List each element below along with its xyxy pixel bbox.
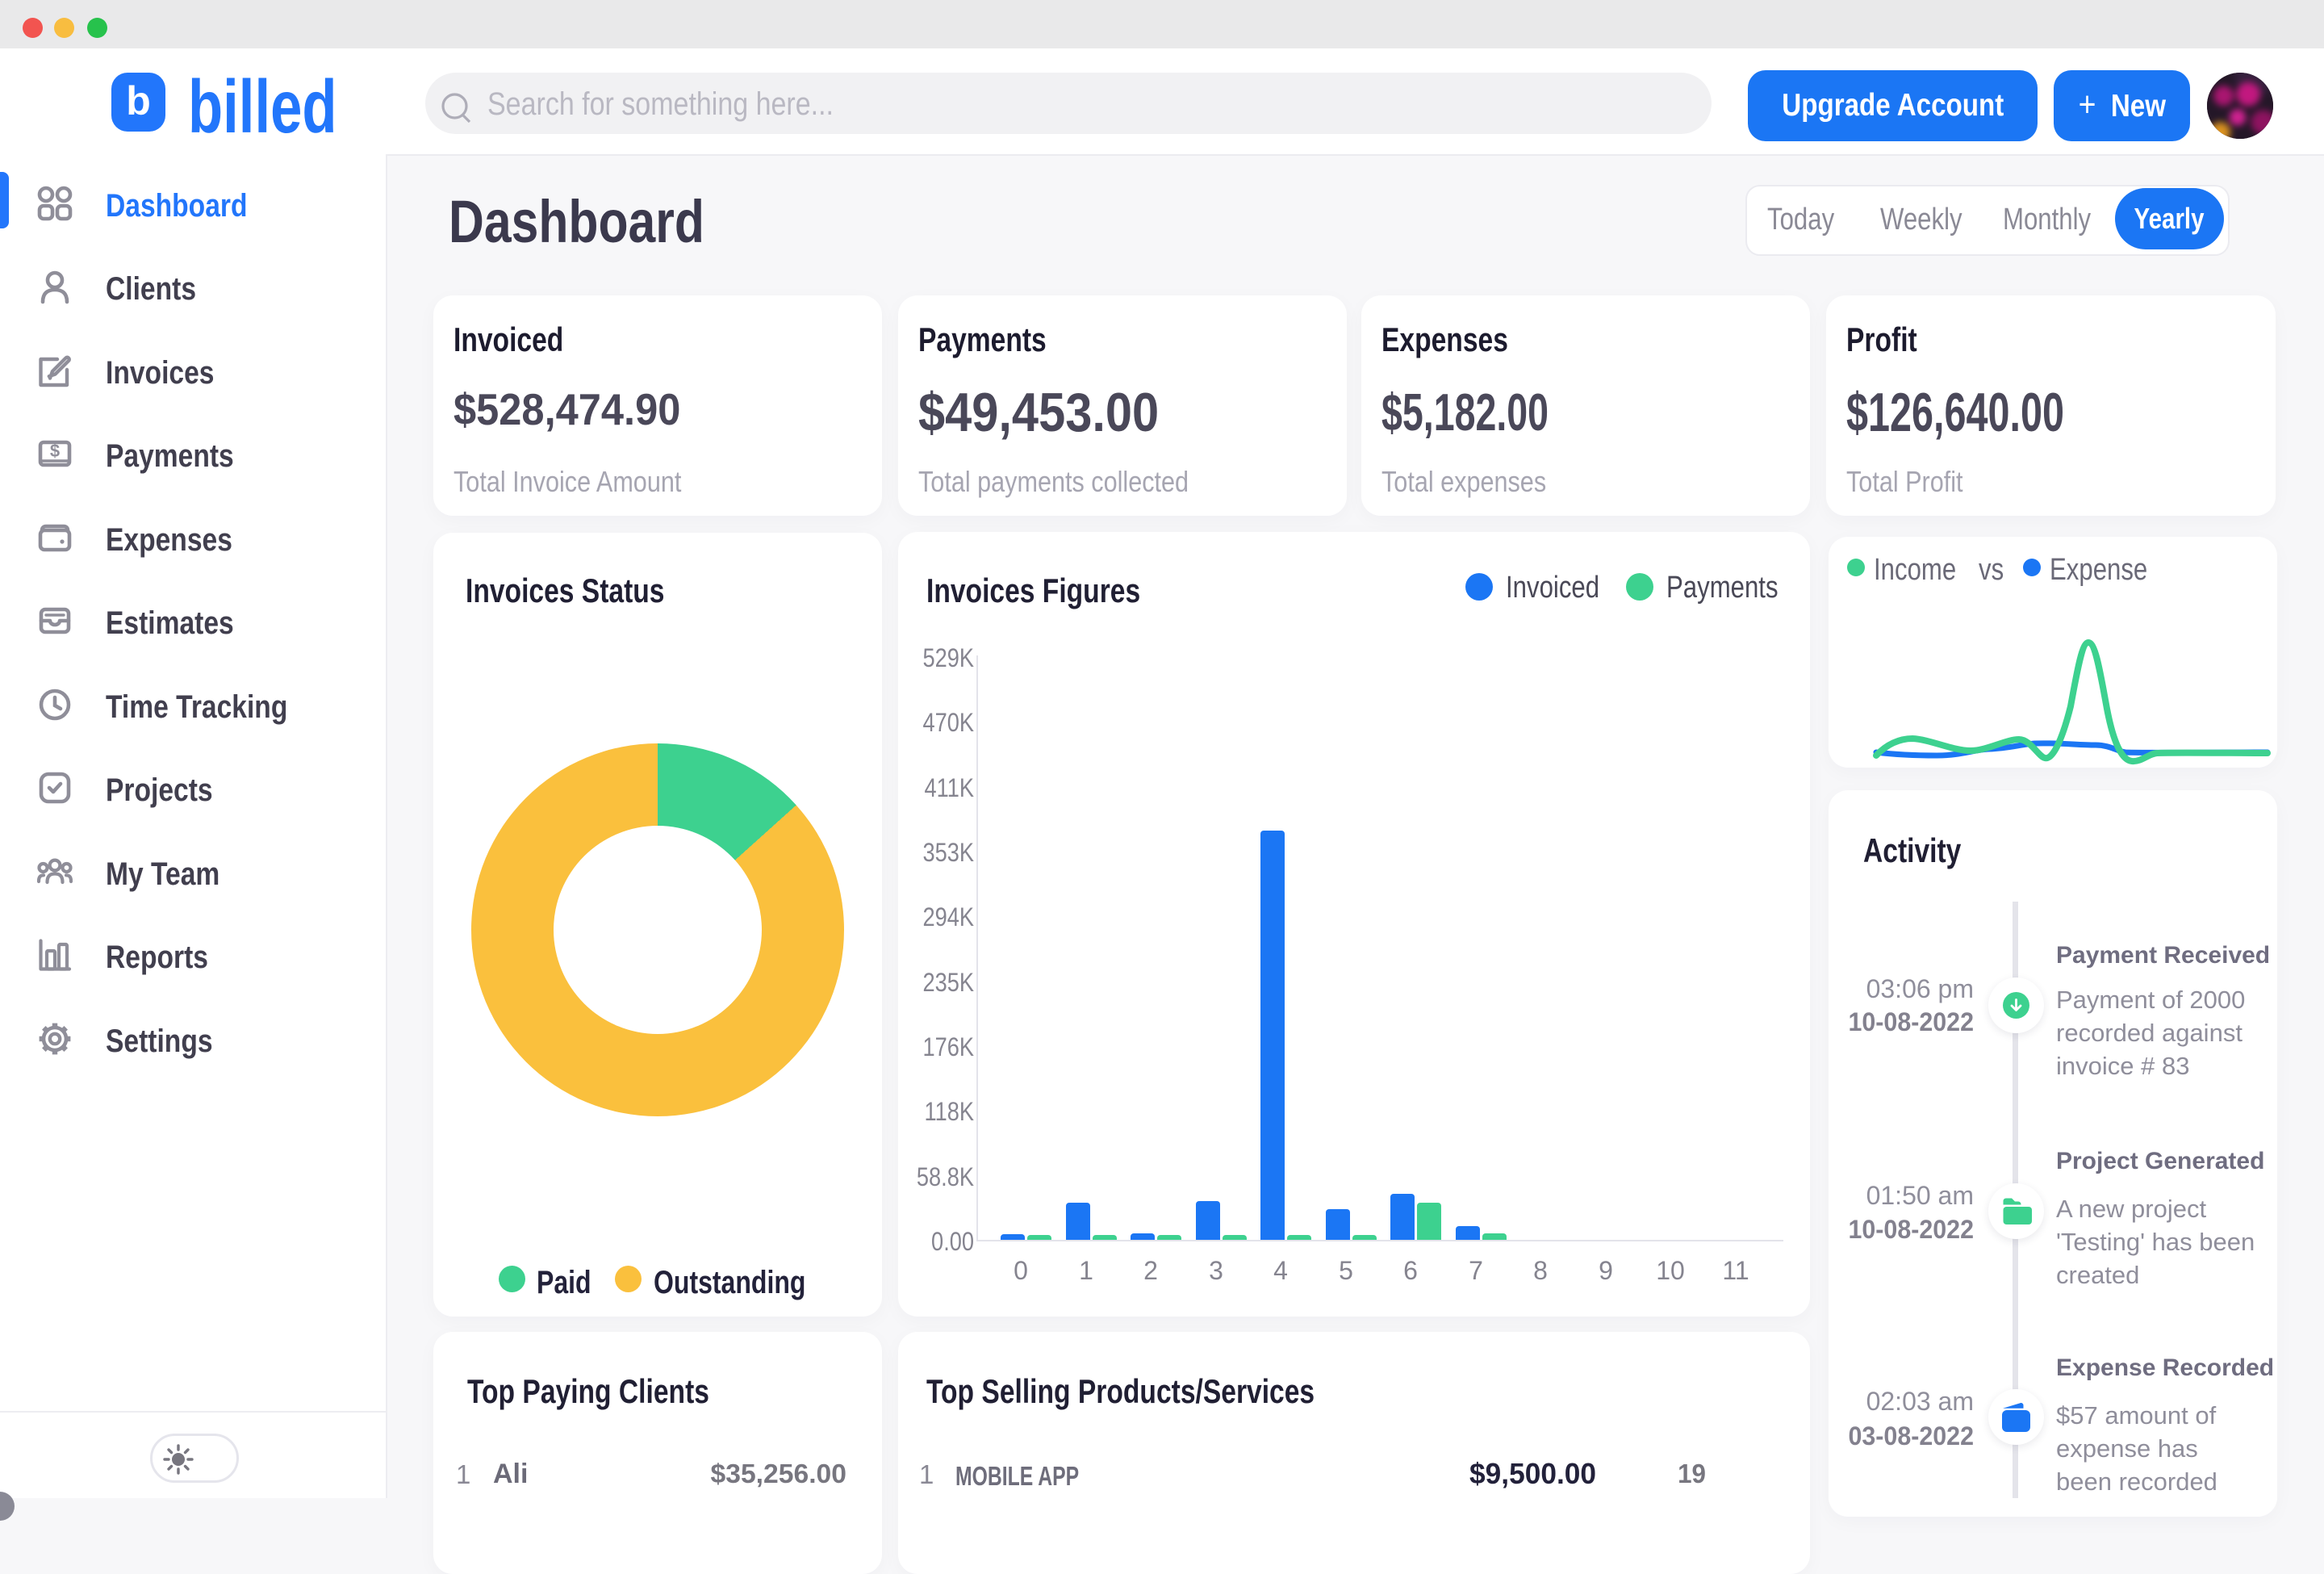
svg-text:$: $ (50, 441, 60, 461)
